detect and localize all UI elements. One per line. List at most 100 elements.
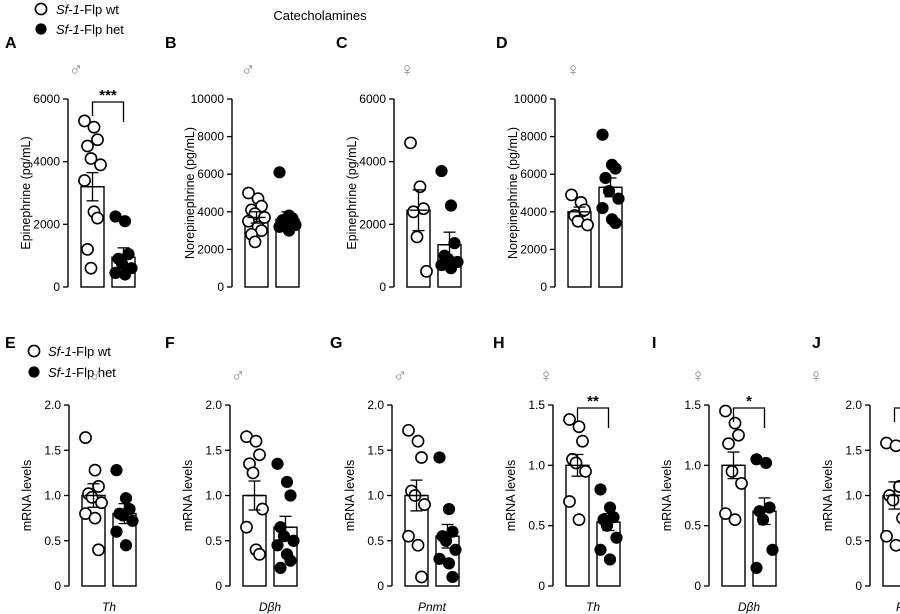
legend-het-label: Sf-1-Flp het bbox=[56, 22, 124, 37]
significance-label: ** bbox=[587, 393, 599, 410]
y-tick-label: 1.0 bbox=[845, 489, 862, 503]
y-tick-label: 4000 bbox=[33, 155, 60, 169]
data-point-wt bbox=[563, 495, 576, 508]
y-axis-label: mRNA levels bbox=[821, 460, 835, 532]
data-point-het bbox=[766, 543, 779, 556]
y-tick-label: 0 bbox=[540, 280, 547, 294]
x-axis-label: Dβh bbox=[738, 600, 761, 614]
y-tick-label: 1.5 bbox=[367, 443, 384, 457]
y-tick-label: 0 bbox=[217, 280, 224, 294]
y-axis-label: mRNA levels bbox=[660, 460, 674, 532]
significance-bracket bbox=[91, 101, 125, 122]
group-het bbox=[110, 464, 139, 587]
data-point-het bbox=[273, 166, 286, 179]
panel-g: G ♂ 0 0.5 1.0 1.5 2.0 mRNA levels Pnmt bbox=[330, 335, 462, 614]
data-point-het bbox=[435, 164, 448, 178]
x-axis-label: Th bbox=[102, 600, 116, 614]
panel-letter: G bbox=[330, 335, 342, 352]
panel-c: C ♀ 0 2000 4000 6000 Epinephrine (pg/mL) bbox=[336, 35, 464, 294]
data-point-wt bbox=[735, 477, 748, 490]
data-point-wt bbox=[253, 448, 266, 462]
data-point-het bbox=[271, 539, 284, 552]
group-wt bbox=[242, 186, 271, 288]
panel-d: D ♀ 0 2000 4000 6000 8000 10000 Norepinephrine (… bbox=[496, 35, 625, 294]
group-het bbox=[750, 453, 779, 587]
y-tick-label: 2.0 bbox=[367, 398, 384, 412]
legend-wt-marker bbox=[27, 344, 41, 358]
sex-symbol: ♂ bbox=[69, 60, 83, 81]
y-tick-label: 10000 bbox=[191, 92, 225, 106]
group-het bbox=[273, 166, 302, 288]
y-tick-label: 1.0 bbox=[44, 489, 61, 503]
data-point-wt bbox=[88, 463, 102, 477]
data-point-wt bbox=[249, 434, 263, 448]
y-tick-label: 1.5 bbox=[528, 398, 545, 412]
y-tick-label: 2000 bbox=[33, 217, 60, 231]
panel-letter: E bbox=[5, 335, 16, 352]
data-point-wt bbox=[88, 511, 102, 525]
y-axis-label: mRNA levels bbox=[20, 460, 34, 532]
legend-het-marker bbox=[28, 366, 40, 378]
sex-symbol: ♂ bbox=[89, 366, 103, 387]
data-point-wt bbox=[402, 423, 415, 437]
data-point-het bbox=[119, 539, 133, 552]
y-tick-label: 4000 bbox=[359, 155, 386, 169]
data-point-het bbox=[280, 475, 294, 489]
data-point-wt bbox=[889, 439, 900, 453]
y-tick-label: 0.5 bbox=[528, 519, 545, 533]
panel-letter: A bbox=[5, 35, 17, 52]
y-axis-label: Norepinephrine (pg/mL) bbox=[506, 127, 520, 259]
y-tick-label: 8000 bbox=[520, 130, 547, 144]
group-het bbox=[435, 164, 464, 288]
data-point-het bbox=[759, 456, 773, 470]
data-point-wt bbox=[84, 152, 98, 165]
sex-symbol: ♂ bbox=[241, 60, 255, 81]
group-wt bbox=[240, 430, 269, 587]
y-tick-label: 0 bbox=[377, 579, 384, 593]
group-wt bbox=[719, 404, 748, 587]
x-axis-label: Pnmt bbox=[418, 600, 447, 614]
y-tick-label: 0 bbox=[538, 579, 545, 593]
legend-wt-label: Sf-1-Flp wt bbox=[56, 2, 119, 17]
y-tick-label: 2.0 bbox=[845, 398, 862, 412]
data-point-wt bbox=[886, 493, 900, 507]
panel-e: E ♂ 0 0.5 1.0 1.5 2.0 mRNA levels Th bbox=[5, 335, 139, 614]
data-point-wt bbox=[253, 547, 266, 561]
data-point-wt bbox=[896, 512, 900, 525]
data-point-wt bbox=[880, 529, 893, 543]
data-point-wt bbox=[889, 538, 900, 552]
data-point-het bbox=[284, 554, 297, 567]
significance-bracket bbox=[732, 407, 766, 428]
y-tick-label: 0 bbox=[855, 579, 862, 593]
y-axis-label: Norepinephrine (pg/mL) bbox=[183, 127, 197, 259]
data-point-het bbox=[439, 534, 453, 547]
data-point-wt bbox=[92, 543, 105, 557]
y-tick-label: 6000 bbox=[520, 167, 547, 181]
data-point-wt bbox=[78, 114, 91, 128]
data-point-wt bbox=[565, 188, 578, 202]
y-tick-label: 0 bbox=[53, 280, 60, 294]
data-point-wt bbox=[246, 466, 260, 480]
data-point-wt bbox=[242, 186, 255, 200]
x-axis-label: Dβh bbox=[259, 600, 282, 614]
y-tick-label: 4000 bbox=[520, 205, 547, 219]
data-point-wt bbox=[411, 538, 425, 552]
y-tick-label: 1.5 bbox=[44, 443, 61, 457]
data-point-het bbox=[271, 457, 284, 470]
data-point-het bbox=[119, 492, 133, 505]
panel-b: B ♂ 0 2000 4000 6000 8000 10000 Norepinephrine (… bbox=[165, 35, 302, 294]
y-tick-label: 8000 bbox=[197, 130, 224, 144]
panel-i: I ♀ 0 0.5 1.0 1.5 mRNA levels Dβh * bbox=[652, 335, 779, 614]
group-wt bbox=[565, 188, 594, 288]
group-het bbox=[109, 210, 138, 288]
significance-bracket bbox=[893, 407, 900, 422]
x-axis-label: Th bbox=[586, 600, 600, 614]
y-tick-label: 1.5 bbox=[684, 398, 701, 412]
y-axis-label: Epinephrine (pg/mL) bbox=[345, 136, 359, 249]
significance-label: *** bbox=[99, 87, 117, 104]
y-tick-label: 1.5 bbox=[845, 443, 862, 457]
data-point-het bbox=[109, 210, 122, 223]
data-point-wt bbox=[719, 507, 732, 520]
data-point-wt bbox=[415, 570, 428, 584]
